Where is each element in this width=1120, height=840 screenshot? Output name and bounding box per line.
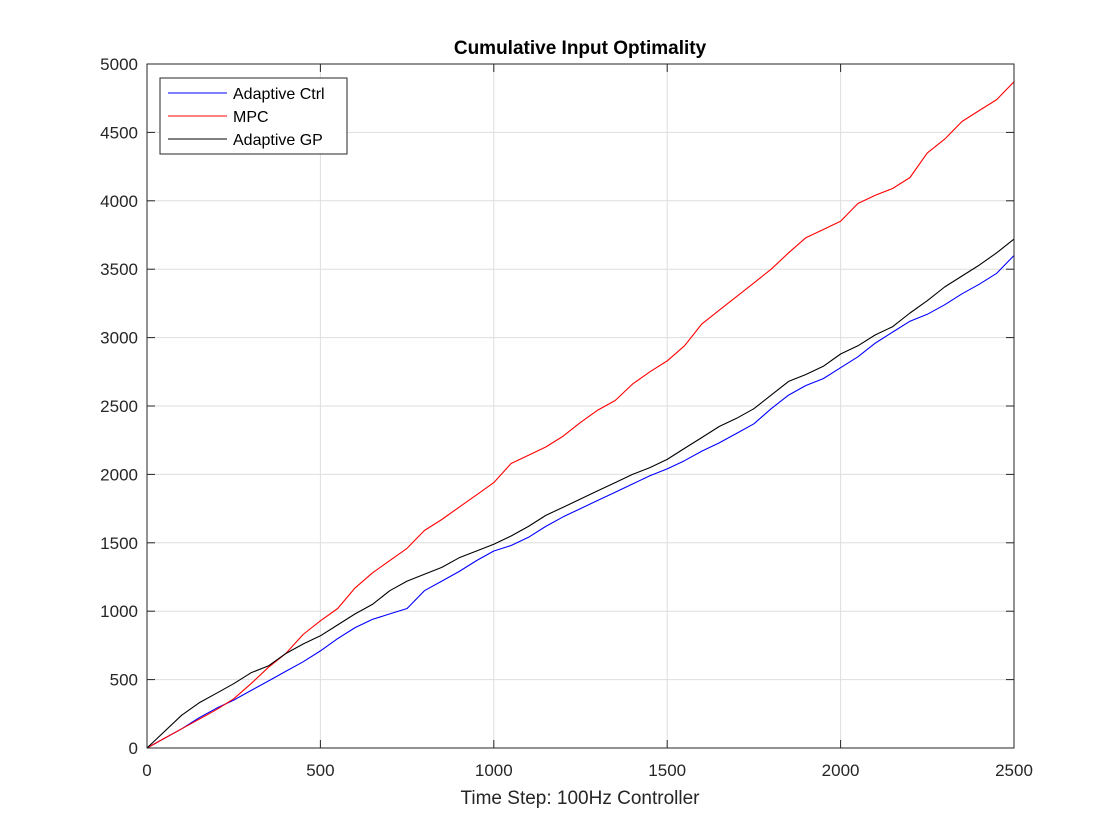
axis-ticks: 0 500 1000 1500 2000 2500 0 500 1000 1500 2000 2500… xyxy=(100,55,1033,780)
y-tick-label: 3500 xyxy=(100,260,138,279)
data-series xyxy=(146,81,1015,749)
y-tick-label: 4500 xyxy=(100,123,138,142)
y-tick-label: 3000 xyxy=(100,329,138,348)
x-tick-label: 500 xyxy=(306,761,334,780)
legend-label: Adaptive Ctrl xyxy=(233,86,325,103)
y-tick-label: 2500 xyxy=(100,397,138,416)
x-tick-label: 1000 xyxy=(475,761,513,780)
chart-title: Cumulative Input Optimality xyxy=(454,38,707,59)
x-axis-label: Time Step: 100Hz Controller xyxy=(460,788,700,809)
series-line-adaptive-ctrl xyxy=(146,255,1015,749)
x-tick-label: 2000 xyxy=(822,761,860,780)
y-tick-label: 0 xyxy=(129,739,138,758)
x-tick-label: 1500 xyxy=(648,761,686,780)
x-tick-label: 2500 xyxy=(995,761,1033,780)
y-tick-label: 1500 xyxy=(100,534,138,553)
legend-label: Adaptive GP xyxy=(233,132,323,149)
legend-items: Adaptive Ctrl MPC Adaptive GP xyxy=(168,86,325,149)
y-tick-label: 5000 xyxy=(100,55,138,74)
x-tick-label: 0 xyxy=(142,761,151,780)
series-line-mpc xyxy=(146,81,1015,749)
series-line-adaptive-gp xyxy=(146,238,1015,749)
legend: Adaptive Ctrl MPC Adaptive GP xyxy=(159,77,348,155)
y-tick-label: 2000 xyxy=(100,465,138,484)
y-tick-label: 4000 xyxy=(100,192,138,211)
y-tick-label: 500 xyxy=(110,671,138,690)
y-tick-label: 1000 xyxy=(100,602,138,621)
legend-label: MPC xyxy=(233,109,269,126)
